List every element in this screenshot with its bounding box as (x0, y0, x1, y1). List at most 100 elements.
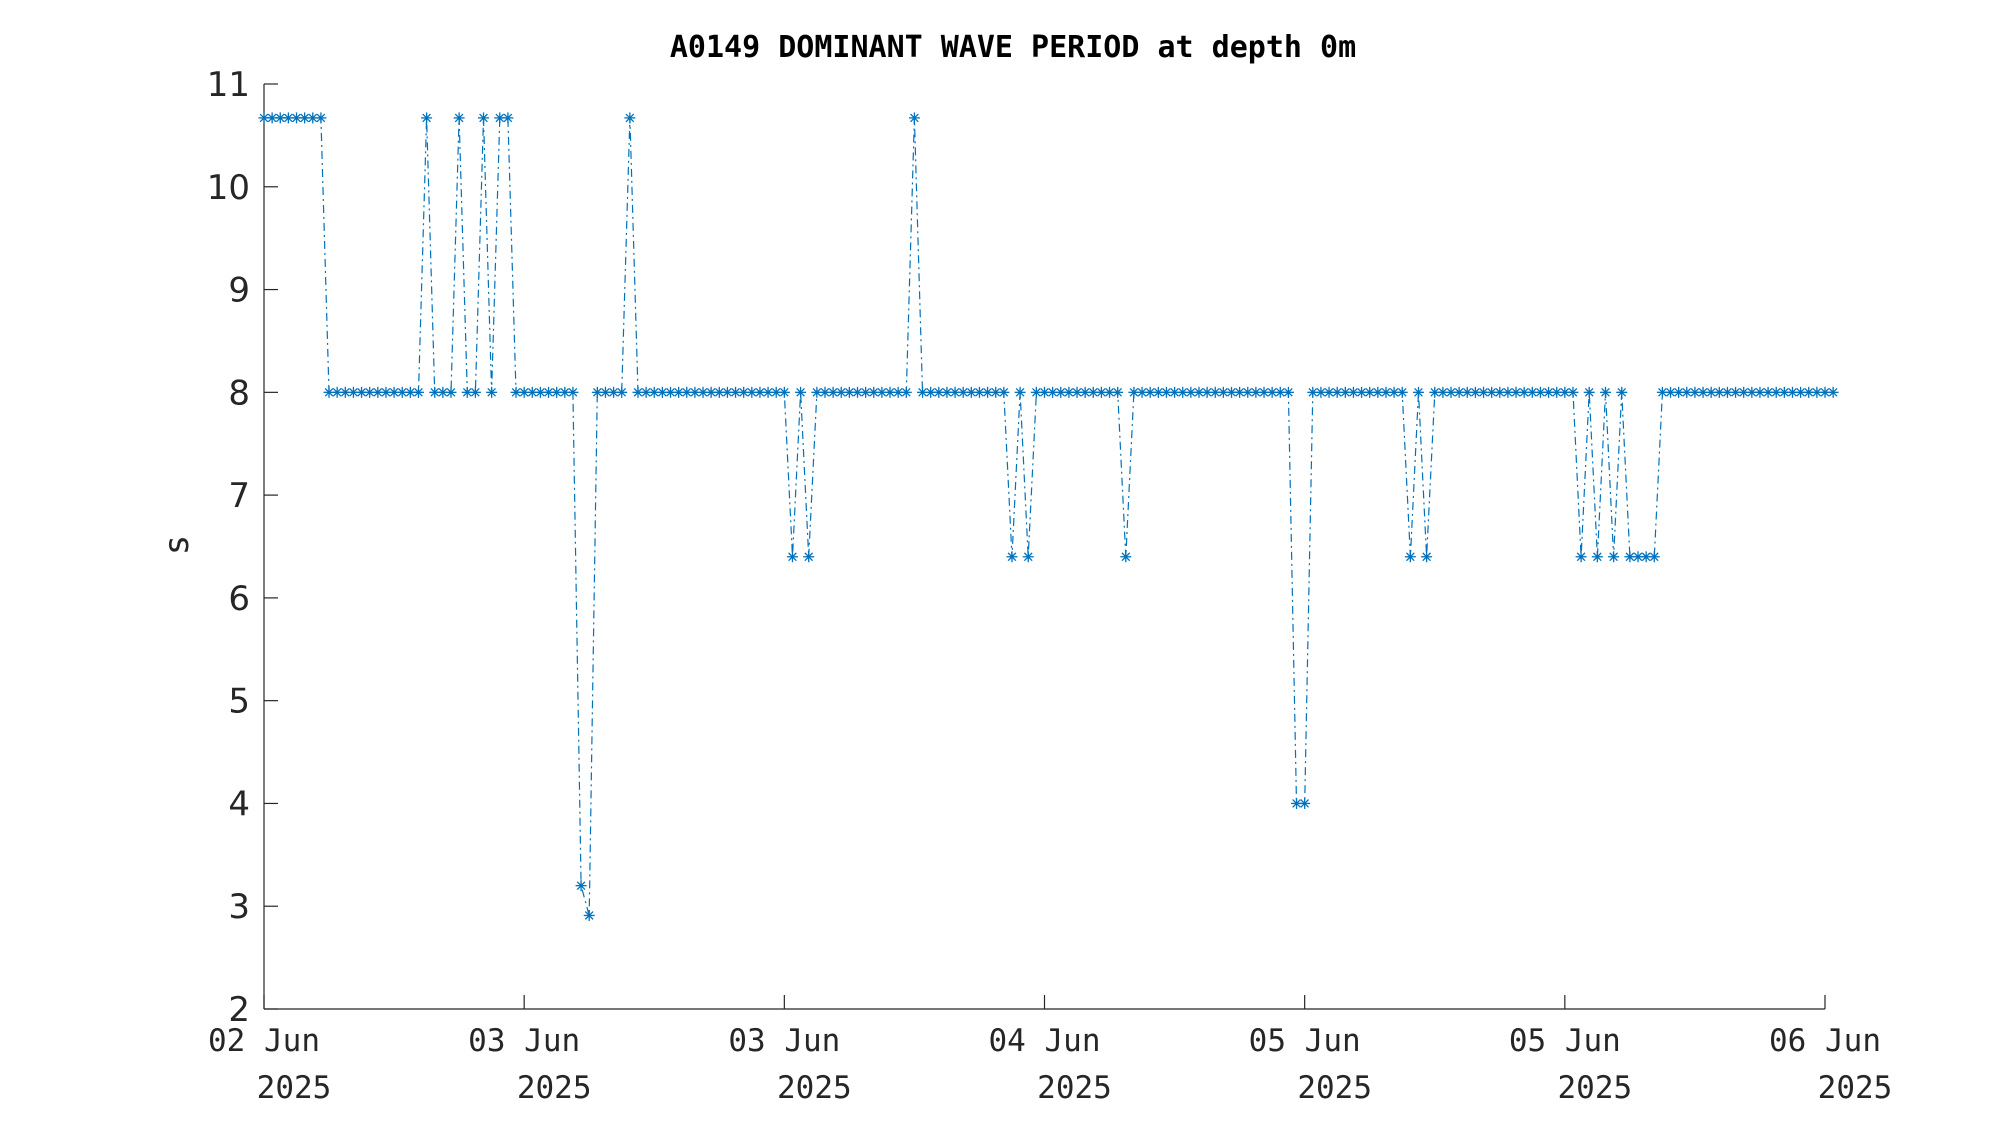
data-point-marker (1014, 386, 1026, 398)
data-point-marker (1469, 386, 1481, 398)
data-point-marker (795, 386, 807, 398)
data-point-marker (957, 386, 969, 398)
y-tick-label: 5 (228, 682, 250, 722)
x-tick-label-date: 05 Jun (1249, 1023, 1361, 1059)
data-point-marker (421, 112, 433, 124)
data-point-marker (1567, 386, 1579, 398)
data-point-marker (1599, 386, 1611, 398)
data-point-marker (1404, 551, 1416, 563)
x-tick-label-date: 06 Jun (1769, 1023, 1881, 1059)
data-point-marker (469, 386, 481, 398)
data-point-marker (803, 551, 815, 563)
data-point-marker (1217, 386, 1229, 398)
data-point-marker (1591, 551, 1603, 563)
chart-title: A0149 DOMINANT WAVE PERIOD at depth 0m (670, 30, 1356, 65)
x-tick-label-year: 2025 (1037, 1070, 1112, 1106)
y-tick-label: 6 (228, 579, 250, 619)
data-point-marker (1136, 386, 1148, 398)
data-point-marker (315, 112, 327, 124)
x-tick-label-year: 2025 (1297, 1070, 1372, 1106)
x-tick-label-date: 05 Jun (1509, 1023, 1621, 1059)
data-point-marker (1128, 386, 1140, 398)
data-point-marker (1429, 386, 1441, 398)
data-point-marker (1689, 386, 1701, 398)
x-tick-label-date: 03 Jun (468, 1023, 580, 1059)
data-point-marker (1266, 386, 1278, 398)
y-axis-label: s (157, 535, 197, 555)
data-point-marker (949, 386, 961, 398)
x-tick-label-date: 04 Jun (989, 1023, 1101, 1059)
data-point-marker (786, 551, 798, 563)
x-ticks: 02 Jun 2025 03 Jun 2025 03 Jun 2025 04 Jun 2025… (208, 995, 1892, 1106)
data-point-marker (1047, 386, 1059, 398)
data-point-marker (1827, 386, 1839, 398)
data-point-marker (478, 112, 490, 124)
x-tick-label-year: 2025 (257, 1070, 332, 1106)
data-point-marker (616, 386, 628, 398)
data-point-marker (1396, 386, 1408, 398)
data-point-marker (339, 386, 351, 398)
y-tick-label: 10 (207, 168, 250, 208)
data-point-marker (1502, 386, 1514, 398)
data-point-marker (770, 386, 782, 398)
y-tick-label: 2 (228, 990, 250, 1030)
data-point-marker (1055, 386, 1067, 398)
data-point-marker (1421, 551, 1433, 563)
data-point-marker (356, 386, 368, 398)
data-point-marker (1648, 551, 1660, 563)
y-ticks: 2 3 4 5 6 7 8 9 10 11 (207, 65, 278, 1030)
data-point-marker (624, 112, 636, 124)
data-point-marker (900, 386, 912, 398)
data-point-marker (575, 880, 587, 892)
data-point-marker (835, 386, 847, 398)
x-tick-label-year: 2025 (517, 1070, 592, 1106)
data-point-marker (908, 112, 920, 124)
data-point-marker (510, 386, 522, 398)
data-point-marker (567, 386, 579, 398)
data-point-marker (1112, 386, 1124, 398)
data-point-marker (640, 386, 652, 398)
data-point-marker (1258, 386, 1270, 398)
data-point-marker (258, 112, 270, 124)
data-point-marker (730, 386, 742, 398)
x-tick-label-year: 2025 (1558, 1070, 1633, 1106)
data-point-marker (1453, 386, 1465, 398)
data-point-marker (502, 112, 514, 124)
data-point-marker (486, 386, 498, 398)
data-point-marker (583, 909, 595, 921)
data-point-marker (412, 386, 424, 398)
data-point-marker (1681, 386, 1693, 398)
x-tick-label-year: 2025 (777, 1070, 852, 1106)
data-point-marker (1608, 551, 1620, 563)
data-point-marker (852, 386, 864, 398)
y-tick-label: 3 (228, 887, 250, 927)
series-wave-period (258, 112, 1839, 921)
data-point-marker (990, 386, 1002, 398)
data-point-marker (453, 112, 465, 124)
data-point-marker (1583, 386, 1595, 398)
data-point-marker (892, 386, 904, 398)
data-point-marker (1616, 386, 1628, 398)
data-point-marker (437, 386, 449, 398)
data-point-marker (738, 386, 750, 398)
data-point-marker (705, 386, 717, 398)
data-point-marker (331, 386, 343, 398)
data-point-marker (1299, 797, 1311, 809)
data-point-marker (762, 386, 774, 398)
data-point-marker (697, 386, 709, 398)
y-tick-label: 7 (228, 476, 250, 516)
series-line (264, 117, 1834, 916)
x-tick-label-date: 03 Jun (728, 1023, 840, 1059)
data-point-marker (299, 112, 311, 124)
data-point-marker (291, 112, 303, 124)
data-point-marker (1006, 551, 1018, 563)
data-point-marker (445, 386, 457, 398)
x-tick-label-date: 02 Jun (208, 1023, 320, 1059)
data-point-marker (778, 386, 790, 398)
data-point-marker (933, 386, 945, 398)
data-point-marker (681, 386, 693, 398)
data-point-marker (1412, 386, 1424, 398)
data-point-marker (1282, 386, 1294, 398)
data-point-marker (1201, 386, 1213, 398)
